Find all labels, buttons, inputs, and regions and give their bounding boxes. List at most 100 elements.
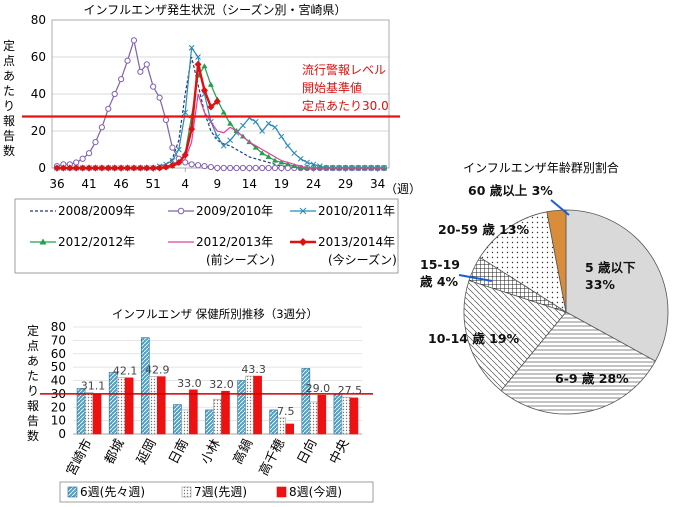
- line-point: [227, 137, 233, 144]
- line-point: [181, 151, 189, 159]
- bar: [301, 368, 311, 435]
- line-point: [136, 164, 144, 172]
- line-point: [188, 125, 196, 133]
- line-point: [259, 150, 266, 156]
- line-chart-x-tick: 24: [306, 177, 321, 191]
- line-point: [252, 144, 259, 150]
- line-point: [169, 144, 176, 151]
- line-chart-y-label-char: た: [3, 84, 15, 98]
- bar-legend-item: 8週(今週): [276, 484, 342, 499]
- bar-chart-y-label-char: 定: [27, 323, 39, 338]
- line-point: [265, 164, 272, 172]
- line-legend-item: 2013/2014年 (今シーズン): [290, 235, 397, 267]
- line-chart-x-tick: 14: [242, 177, 257, 191]
- bar-chart-y-label-char: 数: [27, 428, 39, 443]
- line-chart-y-tick: 60: [31, 50, 46, 64]
- line-chart-y-tick: 0: [38, 161, 46, 175]
- line-point: [259, 164, 266, 172]
- bar-chart-y-label-char: 報: [27, 399, 39, 413]
- line-point: [259, 128, 266, 134]
- line-point: [252, 164, 259, 172]
- line-chart-x-tick: 19: [274, 177, 289, 191]
- bar-chart-y-tick: 20: [51, 400, 66, 414]
- bar: [173, 404, 182, 435]
- line-point: [188, 44, 195, 51]
- pie-slice-label: 15-19: [420, 257, 460, 272]
- line-point: [194, 60, 202, 68]
- line-point: [246, 164, 253, 172]
- bar-chart-y-tick: 80: [51, 320, 66, 334]
- line-point: [72, 164, 80, 172]
- bar: [309, 401, 319, 435]
- line-point: [227, 120, 234, 126]
- threshold-annotation-line: 流行警報レベル: [302, 62, 386, 77]
- bar: [205, 409, 214, 435]
- bar-chart-y-tick: 40: [51, 374, 66, 388]
- line-point: [79, 164, 87, 172]
- bar-legend-label: 6週(先々週): [80, 485, 145, 499]
- line-chart-x-tick: 46: [113, 177, 128, 191]
- line-point: [92, 139, 99, 146]
- line-legend-label: 2012/2013年: [196, 235, 273, 249]
- bar: [317, 394, 327, 435]
- line-legend-item: 2012/2012年: [30, 235, 135, 249]
- line-point: [169, 157, 176, 164]
- line-legend-label: 2009/2010年: [196, 204, 273, 218]
- bar: [156, 376, 166, 435]
- line-chart-x-tick: 41: [81, 177, 96, 191]
- bar-category-label: 宮崎市: [63, 436, 95, 478]
- line-point: [175, 158, 183, 166]
- line-point: [207, 81, 214, 87]
- pie-chart: インフルエンザ年齢群別割合 5 歳以下 33% 6-9 歳 28% 10-14 歳 1…: [420, 160, 669, 415]
- pie-chart-title: インフルエンザ年齢群別割合: [463, 160, 619, 175]
- line-chart-x-tick: 36: [49, 177, 64, 191]
- bar-group: [140, 337, 166, 435]
- line-chart-title: インフルエンザ発生状況（シーズン別・宮崎県）: [83, 2, 346, 17]
- line-point: [98, 164, 106, 172]
- line-point: [291, 150, 298, 157]
- line-point: [111, 164, 119, 172]
- pie-slice-label: 60 歳以上 3%: [468, 183, 553, 198]
- line-chart-x-tick: 4: [181, 177, 189, 191]
- line-chart-y-label-char: 報: [3, 114, 15, 128]
- line-point: [162, 116, 170, 124]
- pie-slice-label: 5 歳以下: [585, 260, 636, 275]
- pie-leader-line: [458, 274, 493, 282]
- pie-slice: [479, 211, 567, 313]
- bar-data-label: 33.0: [177, 377, 202, 390]
- line-point: [111, 90, 118, 98]
- bar-data-label: 31.1: [81, 379, 106, 392]
- bar-category-label: 日向: [294, 436, 320, 466]
- line-point: [220, 109, 227, 115]
- line-legend-sublabel: (今シーズン): [328, 252, 397, 267]
- line-point: [53, 164, 61, 172]
- line-point: [73, 159, 80, 166]
- bar-group: [108, 372, 134, 435]
- bar: [285, 423, 295, 435]
- bar-chart-legend: 6週(先々週) 7週(先週) 8週(今週): [59, 481, 374, 503]
- line-point: [85, 164, 93, 172]
- threshold-annotation-line: 開始基準値: [302, 80, 362, 95]
- line-chart-y-tick: 40: [31, 87, 46, 101]
- bar-legend-label: 7週(先週): [194, 485, 247, 499]
- bar-group: [173, 389, 198, 435]
- line-point: [278, 159, 285, 165]
- line-chart-y-label-char: 数: [3, 143, 15, 158]
- line-chart-x-tick: 9: [213, 177, 221, 191]
- line-point: [297, 165, 304, 170]
- line-legend-item: 2009/2010年: [168, 204, 273, 218]
- line-point: [98, 124, 105, 131]
- line-point: [265, 153, 272, 159]
- bar: [108, 372, 118, 435]
- bar: [76, 388, 86, 435]
- line-point: [59, 164, 67, 172]
- bar-category-label: 小林: [199, 437, 224, 467]
- bar: [148, 376, 158, 435]
- line-chart-legend: 2008/2009年 2009/2010年 2010/2011年 2012/2012年…: [14, 198, 399, 274]
- pie-slice: [565, 209, 669, 362]
- bar-chart-y-label-char: 告: [27, 414, 39, 428]
